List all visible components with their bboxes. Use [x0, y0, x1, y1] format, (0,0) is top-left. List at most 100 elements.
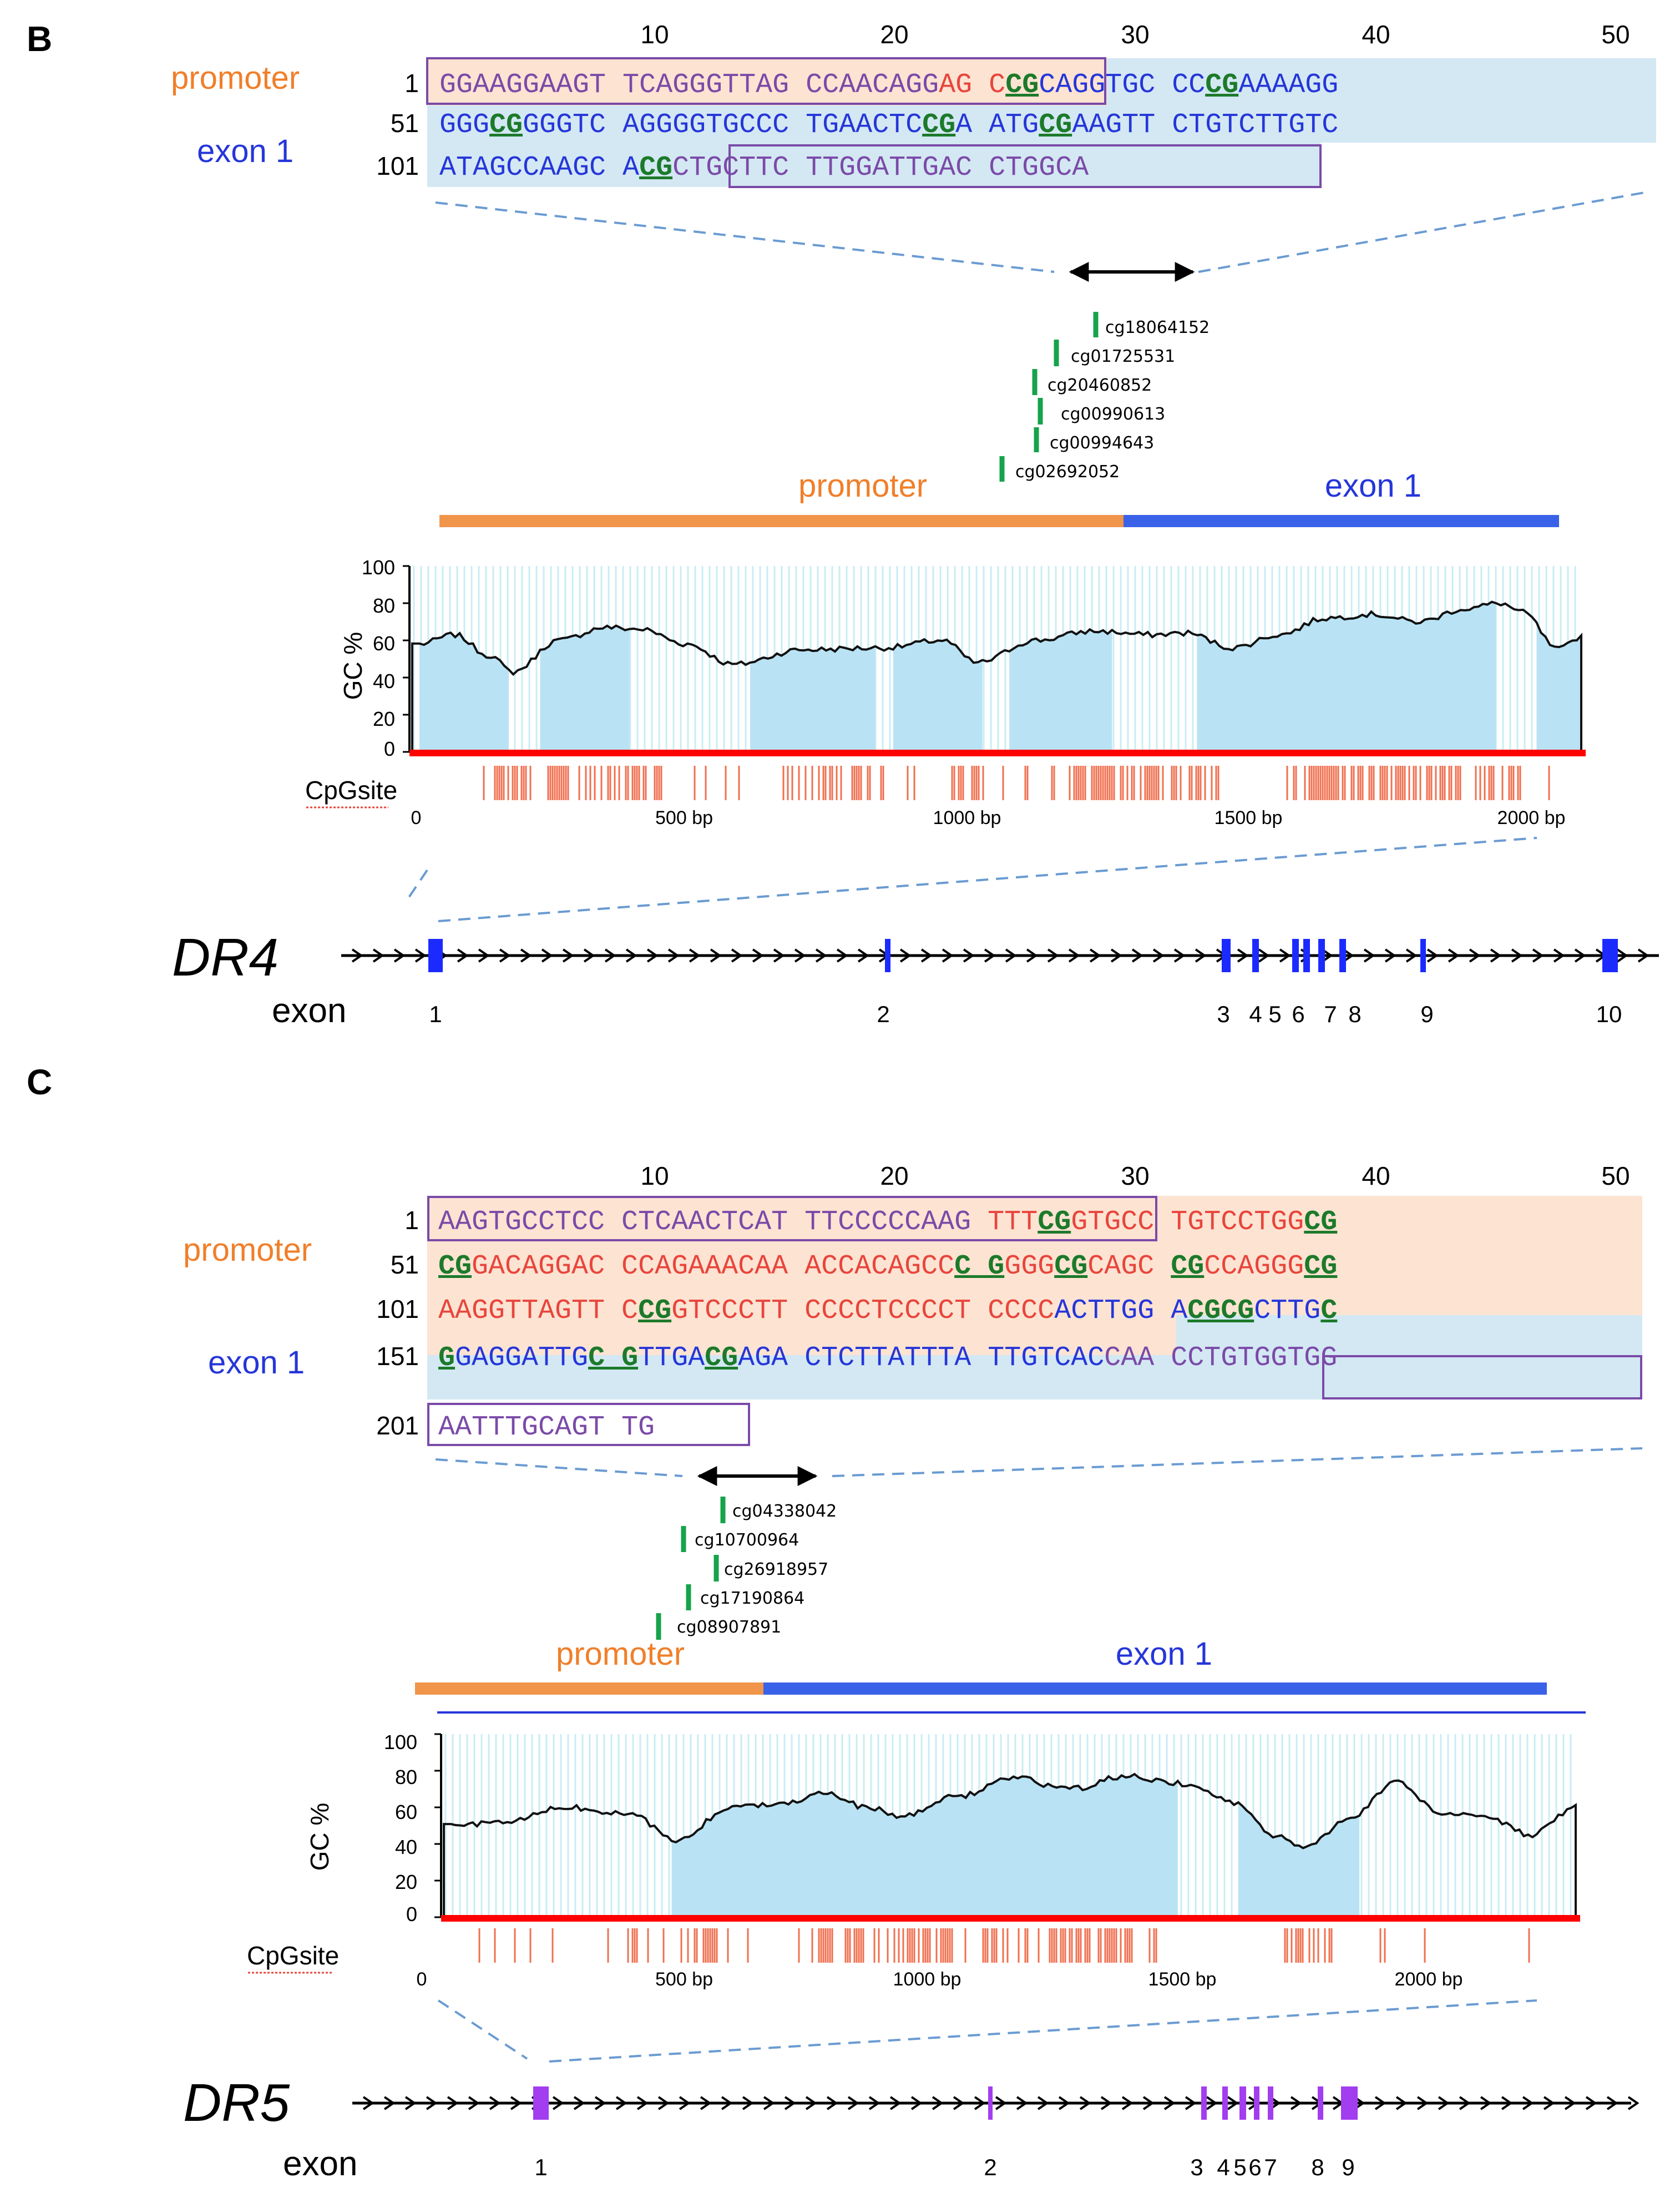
gene-exon — [1254, 2086, 1259, 2120]
gene-arrow — [1089, 948, 1101, 963]
seq-seg: CTGCTTC TTGGATTGAC CTGGCA — [672, 152, 1089, 184]
gene-arrow — [404, 2096, 417, 2110]
cpg-site: CG — [1054, 1251, 1087, 1282]
bp-tick: 0 — [417, 1969, 427, 1990]
gene-arrow — [1321, 948, 1333, 963]
probe-label: cg17190864 — [700, 1589, 804, 1608]
gene-arrow — [1395, 2096, 1408, 2110]
probe-label: cg04338042 — [732, 1502, 837, 1521]
seq-seg: CAA CCTGTGGTGG — [1104, 1342, 1337, 1374]
seq-seg: A ATG — [955, 109, 1039, 141]
exon-number: 9 — [1342, 2154, 1354, 2180]
seq-seg: AATTTGCAGT TG — [438, 1412, 655, 1443]
gc-tick: 80 — [395, 1766, 417, 1788]
gene-arrow — [478, 948, 490, 963]
zoom-line — [435, 201, 1055, 273]
gene-arrow — [689, 948, 701, 963]
seq-seg: GGAAGGAAGT TCAGGGTTAG CCAACAGG — [439, 69, 939, 101]
promoter-label: promoter — [183, 1232, 312, 1268]
gene-arrow — [1173, 948, 1186, 963]
gene-arrow — [857, 948, 869, 963]
sequence-b: 1 GGAAGGAAGT TCAGGGTTAG CCAACAGGAG CCGCA… — [376, 69, 1338, 184]
gene-arrow — [372, 948, 384, 963]
gene-arrow — [426, 2096, 438, 2110]
cpg-label: CpGsite — [247, 1941, 339, 1970]
gene-arrow — [1185, 2096, 1197, 2110]
seq-seg: ACTTGG A — [1054, 1295, 1187, 1327]
probe-label: cg01725531 — [1071, 347, 1175, 366]
gene-arrow — [414, 948, 427, 963]
gene-exon — [1339, 939, 1346, 972]
cpg-site: C G — [588, 1342, 638, 1374]
gene-arrow — [1374, 2096, 1386, 2110]
cpg-island-fill — [671, 1774, 1178, 1917]
gene-name: DR5 — [183, 2073, 290, 2133]
exon-number: 1 — [534, 2154, 547, 2180]
probe-label: cg20460852 — [1048, 376, 1152, 395]
cpg-island-fill — [893, 639, 983, 752]
sequence-line: AAGGTTAGTT CCGGTCCCTT CCCCTCCCCT CCCCACT… — [438, 1295, 1337, 1327]
gc-curve — [443, 1772, 1577, 1917]
panel-b: B 10 20 30 40 50 promoter exon 1 1 GGAAG… — [27, 19, 1659, 1030]
gene-arrow — [826, 2096, 838, 2110]
exon-number: 8 — [1311, 2154, 1324, 2180]
line-number: 1 — [404, 1206, 419, 1235]
gene-arrow — [805, 2096, 817, 2110]
gc-tick: 60 — [395, 1801, 417, 1823]
cpg-island-fill — [1238, 1802, 1360, 1917]
line-number: 51 — [391, 1250, 419, 1279]
gene-exon — [988, 2086, 993, 2120]
gene-arrow — [1574, 948, 1586, 963]
gene-exon — [1268, 2086, 1273, 2120]
gene-arrow — [868, 2096, 881, 2110]
panel-label-c: C — [27, 1062, 52, 1102]
gene-arrow — [362, 2096, 375, 2110]
gene-arrow — [1079, 2096, 1091, 2110]
gene-arrow — [963, 948, 975, 963]
exon-bar — [1124, 515, 1559, 527]
seq-seg: AG C — [939, 69, 1005, 101]
gene-arrow — [679, 2096, 691, 2110]
sequence-line: GGAGGATTGC GTTGACGAGA CTCTTATTTA TTGTCAC… — [438, 1342, 1337, 1374]
gc-axis-title: GC % — [305, 1803, 334, 1871]
gene-arrow — [794, 948, 806, 963]
gene-exon — [1201, 2086, 1207, 2120]
gene-arrow — [889, 2096, 902, 2110]
promoter-bar-label: promoter — [556, 1636, 685, 1672]
exon-bar-label: exon 1 — [1116, 1636, 1212, 1672]
gene-arrow — [932, 2096, 944, 2110]
gene-arrow — [1026, 948, 1038, 963]
gene-arrow — [1490, 948, 1502, 963]
exon-number: 6 — [1292, 1001, 1304, 1027]
exon-bg — [427, 143, 1320, 187]
probe-label: cg00994643 — [1050, 433, 1154, 453]
line-number: 151 — [376, 1342, 419, 1371]
probes-b: cg18064152 cg01725531 cg20460852 cg00990… — [999, 312, 1210, 482]
gene-arrow — [1522, 2096, 1534, 2110]
gene-arrow — [1206, 2096, 1218, 2110]
ruler-tick: 40 — [1362, 20, 1390, 49]
seq-seg: GAGGATTG — [455, 1342, 588, 1374]
gene-arrow — [721, 2096, 733, 2110]
bp-tick: 1000 bp — [893, 1969, 962, 1990]
cpg-label: CpGsite — [305, 776, 397, 805]
cpg-island-fill — [419, 633, 509, 752]
seq-seg: AAAAGG — [1238, 69, 1338, 101]
gene-arrow — [1100, 2096, 1112, 2110]
gene-arrow — [499, 948, 511, 963]
gene-arrow — [784, 2096, 796, 2110]
gene-arrow — [457, 948, 469, 963]
gene-arrow — [995, 2096, 1007, 2110]
gene-arrow — [773, 948, 785, 963]
line-number: 1 — [404, 69, 419, 98]
gene-exon — [1222, 2086, 1228, 2120]
zoom-line — [549, 1999, 1537, 2063]
ruler-tick: 30 — [1121, 1161, 1149, 1190]
gc-baseline — [409, 750, 1586, 756]
gene-arrow — [1532, 948, 1544, 963]
promoter-bg — [427, 1315, 1176, 1355]
gene-arrow — [657, 2096, 670, 2110]
bp-tick: 2000 bp — [1497, 807, 1566, 828]
cpg-site: G — [438, 1342, 455, 1374]
